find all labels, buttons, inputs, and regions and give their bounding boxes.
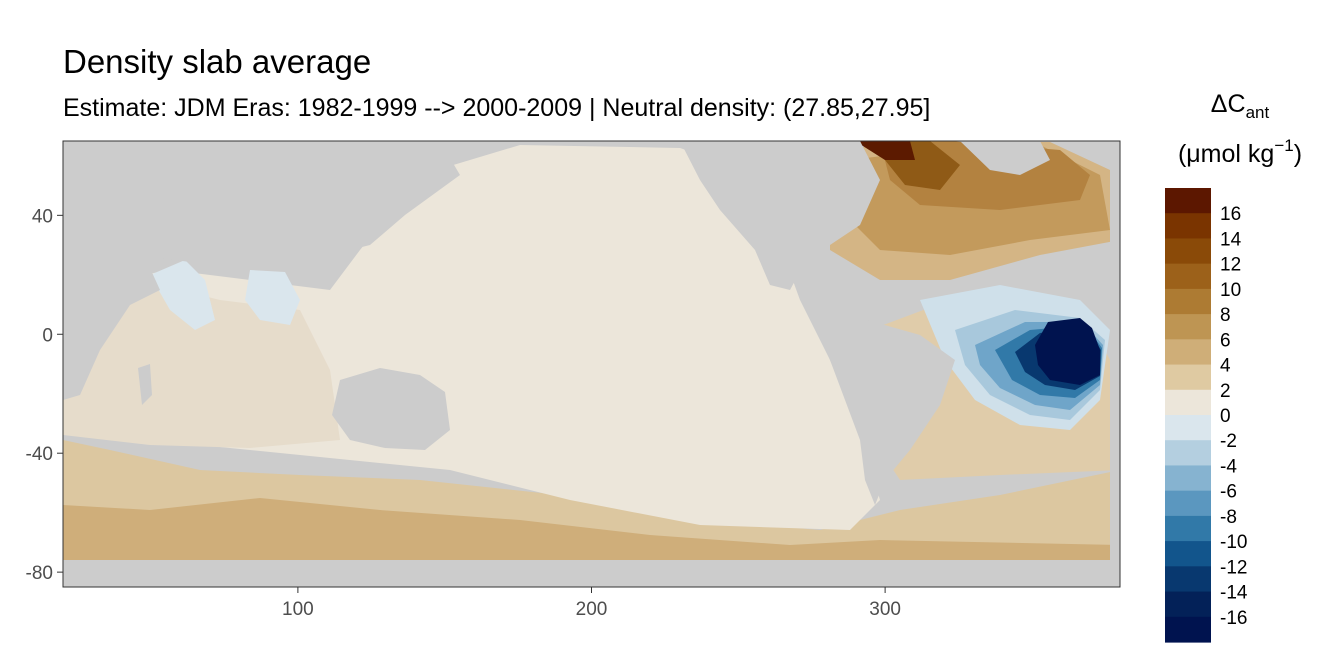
legend-swatch [1165, 213, 1211, 240]
legend-swatch [1165, 591, 1211, 618]
legend-tick-label: 6 [1220, 330, 1231, 351]
map-layer [63, 141, 1120, 587]
legend-swatch [1165, 339, 1211, 366]
legend-unit: (μmol kg−1) [1178, 136, 1302, 168]
legend-swatch [1165, 440, 1211, 467]
legend-tick-label: 12 [1220, 255, 1241, 276]
legend-swatch [1165, 415, 1211, 441]
legend-swatch [1165, 314, 1211, 340]
y-tick-label: -80 [26, 563, 53, 584]
legend-swatch [1165, 288, 1211, 315]
y-axis: 40 0 -40 -80 [26, 206, 63, 584]
legend-unit-main: (μmol kg [1178, 140, 1274, 168]
legend-tick-label: 4 [1220, 356, 1231, 377]
chart-subtitle: Estimate: JDM Eras: 1982-1999 --> 2000-2… [63, 94, 931, 122]
legend-tick-label: 8 [1220, 305, 1231, 326]
south-america-land [815, 318, 955, 505]
land-masses [63, 141, 1120, 587]
x-tick-label: 200 [576, 599, 608, 620]
y-tick-label: 0 [42, 325, 53, 346]
x-axis: 100 200 300 [282, 587, 901, 620]
legend-tick-label: 14 [1220, 229, 1242, 250]
legend-swatch [1165, 188, 1211, 214]
australia-land [332, 368, 450, 450]
legend-tick-label: -12 [1220, 557, 1247, 578]
legend-unit-superscript: −1 [1274, 136, 1293, 155]
bay-of-bengal-patch [245, 270, 300, 325]
north-america-land [680, 141, 880, 290]
legend-colorbar [1165, 188, 1211, 643]
legend-tick-label: -16 [1220, 608, 1247, 629]
antarctica-land [63, 560, 1120, 587]
legend-tick-label: -14 [1220, 583, 1248, 604]
atlantic-anomaly-core [1035, 318, 1100, 385]
legend-tick-label: 10 [1220, 280, 1241, 301]
southern-ocean-inner-band [63, 498, 1120, 562]
legend-swatch [1165, 465, 1211, 492]
map-right-margin [1110, 141, 1120, 587]
legend-tick-label: -10 [1220, 532, 1247, 553]
legend-tick-label: -4 [1220, 456, 1237, 477]
legend-title: ΔCant [1211, 90, 1270, 122]
chart-title: Density slab average [63, 43, 372, 80]
x-tick-label: 300 [869, 599, 901, 620]
arabian-sea-patch [150, 260, 215, 330]
eurasia-land [63, 141, 460, 270]
legend-title-subscript: ant [1246, 103, 1270, 122]
legend-title-main: ΔC [1211, 90, 1246, 118]
greenland-land [960, 141, 1050, 175]
y-tick-label: -40 [26, 444, 53, 465]
legend-tick-labels: 16 14 12 10 8 6 4 2 0 -2 -4 -6 -8 -10 -12 -14 -16 [1220, 204, 1248, 629]
north-atlantic-band-5 [855, 141, 915, 160]
madagascar-land [138, 364, 152, 405]
y-tick-label: 40 [32, 206, 53, 227]
x-tick-label: 100 [282, 599, 314, 620]
legend-swatch [1165, 616, 1211, 643]
legend-tick-label: 0 [1220, 406, 1231, 427]
legend-swatch [1165, 238, 1211, 265]
legend-unit-close: ) [1294, 140, 1302, 168]
legend-tick-label: -8 [1220, 507, 1237, 528]
legend-swatch [1165, 263, 1211, 290]
legend: ΔCant (μmol kg−1) 16 14 12 10 8 6 4 2 0 -2 -4 -6 -8 -… [1165, 90, 1302, 643]
legend-swatch [1165, 490, 1211, 517]
legend-tick-label: -6 [1220, 482, 1237, 503]
legend-tick-label: 2 [1220, 381, 1231, 402]
legend-swatch [1165, 389, 1211, 416]
legend-tick-label: 16 [1220, 204, 1241, 225]
legend-swatch [1165, 364, 1211, 391]
legend-swatch [1165, 541, 1211, 567]
legend-tick-label: -2 [1220, 431, 1237, 452]
legend-swatch [1165, 515, 1211, 542]
legend-swatch [1165, 566, 1211, 593]
indian-ocean-basin [63, 280, 340, 448]
africa-land [63, 240, 160, 400]
